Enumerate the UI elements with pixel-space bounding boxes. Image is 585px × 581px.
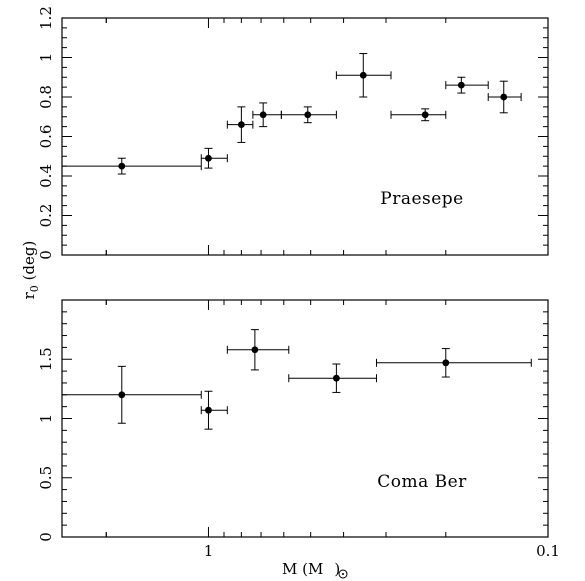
top-y-tick-label: 0 [37,250,55,260]
bottom-x-tick-label: 0.1 [536,542,560,560]
top-data-point [205,154,212,162]
top-data-point [259,111,267,119]
sun-symbol-dot [342,573,344,575]
bottom-panel-frame [61,299,549,538]
y-axis-label-main: r [20,291,38,299]
bottom-y-tick-label: 0 [37,532,55,542]
top-panel-annotation: Praesepe [380,189,464,209]
bottom-y-tick-label: 1 [37,414,55,424]
top-y-tick-label: 0.4 [37,164,55,188]
bottom-x-tick-label: 1 [204,542,214,560]
top-y-tick-label: 0.2 [37,204,55,228]
bottom-y-tick-label: 1.5 [37,347,55,371]
top-data-point [421,111,429,119]
top-panel-frame [61,17,549,256]
bottom-data-point [118,391,126,399]
y-axis-label: r0 (deg) [20,241,41,300]
bottom-y-tick-label: 0.5 [37,466,55,490]
bottom-data-point [332,374,340,382]
top-data-point [304,111,312,119]
top-y-tick-label: 0.6 [37,125,55,149]
top-y-tick-label: 0.8 [37,85,55,109]
bottom-data-point [251,346,259,354]
top-y-tick-label: 1.2 [37,6,55,30]
bottom-data-point [205,406,212,414]
top-data-point [237,121,245,129]
top-data-point [500,93,508,101]
top-y-tick-label: 1 [37,53,55,63]
top-data-point [457,81,465,89]
x-axis-label-tail: ) [334,560,340,578]
bottom-data-point [442,359,450,367]
x-axis-label: M (M) [282,560,348,579]
y-axis-label-tail: (deg) [20,241,38,286]
svg-text:M (M): M (M) [282,560,340,578]
top-data-point [359,71,367,79]
y-axis-label-sub: 0 [28,285,41,292]
top-data-point [118,162,126,170]
sun-symbol-icon [338,569,348,579]
x-axis-label-main: M (M [282,560,323,578]
bottom-panel-annotation: Coma Ber [377,472,467,492]
